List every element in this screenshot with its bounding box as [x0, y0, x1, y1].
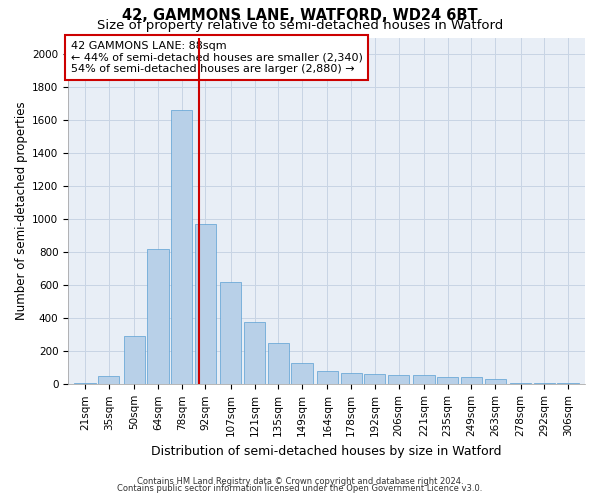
- X-axis label: Distribution of semi-detached houses by size in Watford: Distribution of semi-detached houses by …: [151, 444, 502, 458]
- Bar: [98, 376, 119, 384]
- Bar: [437, 377, 458, 384]
- Bar: [220, 282, 241, 384]
- Bar: [413, 375, 434, 384]
- Bar: [388, 375, 409, 384]
- Bar: [485, 380, 506, 384]
- Text: Contains public sector information licensed under the Open Government Licence v3: Contains public sector information licen…: [118, 484, 482, 493]
- Bar: [171, 110, 192, 384]
- Y-axis label: Number of semi-detached properties: Number of semi-detached properties: [15, 102, 28, 320]
- Text: 42 GAMMONS LANE: 88sqm
← 44% of semi-detached houses are smaller (2,340)
54% of : 42 GAMMONS LANE: 88sqm ← 44% of semi-det…: [71, 41, 362, 74]
- Bar: [364, 374, 385, 384]
- Text: 42, GAMMONS LANE, WATFORD, WD24 6BT: 42, GAMMONS LANE, WATFORD, WD24 6BT: [122, 8, 478, 22]
- Bar: [268, 343, 289, 384]
- Bar: [461, 377, 482, 384]
- Text: Size of property relative to semi-detached houses in Watford: Size of property relative to semi-detach…: [97, 18, 503, 32]
- Bar: [195, 224, 216, 384]
- Bar: [124, 336, 145, 384]
- Text: Contains HM Land Registry data © Crown copyright and database right 2024.: Contains HM Land Registry data © Crown c…: [137, 477, 463, 486]
- Bar: [534, 382, 555, 384]
- Bar: [148, 249, 169, 384]
- Bar: [341, 373, 362, 384]
- Bar: [317, 371, 338, 384]
- Bar: [244, 322, 265, 384]
- Bar: [510, 382, 531, 384]
- Bar: [292, 363, 313, 384]
- Bar: [74, 382, 95, 384]
